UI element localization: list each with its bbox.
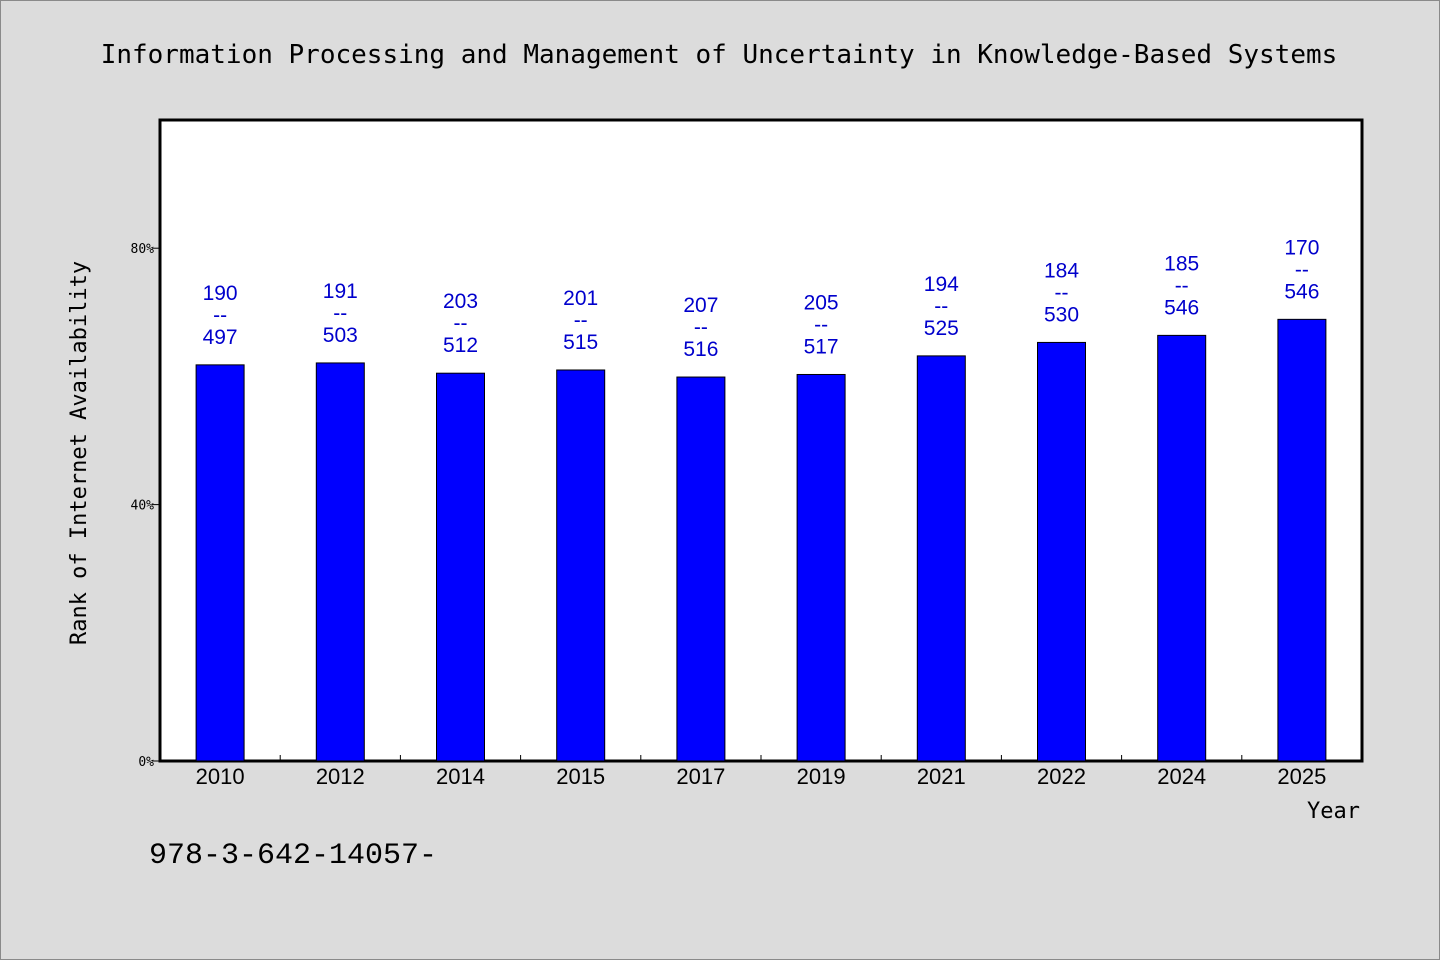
y-axis-title: Rank of Internet Availability bbox=[67, 261, 92, 645]
data-label: 546 bbox=[1164, 296, 1199, 319]
bar bbox=[1157, 334, 1207, 762]
y-tick-label: 0% bbox=[138, 755, 154, 770]
data-label: 497 bbox=[203, 326, 238, 349]
data-label: -- bbox=[1055, 281, 1069, 304]
x-tick-label: 2022 bbox=[1037, 764, 1086, 789]
data-label: 207 bbox=[683, 294, 718, 317]
data-label: -- bbox=[1295, 258, 1309, 281]
x-tick-label: 2010 bbox=[196, 764, 245, 789]
data-label: -- bbox=[333, 302, 347, 325]
x-tick-label: 2012 bbox=[316, 764, 365, 789]
data-label: 530 bbox=[1044, 303, 1079, 326]
bar bbox=[556, 369, 606, 762]
y-tick-label: 40% bbox=[131, 499, 155, 514]
data-label: -- bbox=[213, 304, 227, 327]
bar bbox=[195, 364, 245, 762]
x-tick-label: 2021 bbox=[917, 764, 966, 789]
bar bbox=[916, 355, 966, 762]
y-tick-label: 80% bbox=[131, 242, 155, 257]
bars bbox=[195, 318, 1327, 762]
data-label: 190 bbox=[203, 282, 238, 305]
x-tick-label: 2025 bbox=[1277, 764, 1326, 789]
bar bbox=[796, 373, 846, 762]
x-tick-label: 2019 bbox=[797, 764, 846, 789]
data-label: 191 bbox=[323, 280, 358, 303]
data-label: 503 bbox=[323, 324, 358, 347]
bar bbox=[676, 376, 726, 762]
data-label: 525 bbox=[924, 317, 959, 340]
data-label: -- bbox=[814, 313, 828, 336]
bar bbox=[315, 362, 365, 762]
x-axis-ticks: 2010 2012 2014 2015 2017 2019 2021 2022 2024 2025 bbox=[196, 755, 1326, 789]
data-label: -- bbox=[694, 316, 708, 339]
bar bbox=[436, 372, 485, 762]
data-label: 201 bbox=[563, 287, 598, 310]
x-tick-label: 2015 bbox=[556, 764, 605, 789]
isbn-footnote: 978-3-642-14057- bbox=[149, 839, 437, 873]
bar bbox=[1277, 318, 1327, 762]
x-tick-label: 2024 bbox=[1157, 764, 1206, 789]
data-label: 203 bbox=[443, 290, 478, 313]
chart-title: Information Processing and Management of… bbox=[101, 40, 1338, 70]
bar bbox=[1037, 341, 1086, 762]
data-label: -- bbox=[934, 295, 948, 318]
data-labels: 190--497191--503203--512201--515207--516… bbox=[203, 236, 1320, 361]
data-label: 517 bbox=[804, 335, 839, 358]
data-label: 546 bbox=[1284, 280, 1319, 303]
data-label: -- bbox=[1175, 274, 1189, 297]
data-label: 512 bbox=[443, 334, 478, 357]
data-label: 185 bbox=[1164, 252, 1199, 275]
data-label: 516 bbox=[683, 338, 718, 361]
y-axis-ticks: 0% 40% 80% bbox=[131, 242, 160, 770]
data-label: -- bbox=[574, 309, 588, 332]
x-axis-title: Year bbox=[1307, 799, 1360, 824]
x-tick-label: 2014 bbox=[436, 764, 485, 789]
data-label: 205 bbox=[804, 291, 839, 314]
data-label: 170 bbox=[1284, 236, 1319, 259]
data-label: -- bbox=[454, 312, 468, 335]
data-label: 194 bbox=[924, 273, 959, 296]
x-tick-label: 2017 bbox=[676, 764, 725, 789]
data-label: 515 bbox=[563, 331, 598, 354]
data-label: 184 bbox=[1044, 259, 1079, 282]
